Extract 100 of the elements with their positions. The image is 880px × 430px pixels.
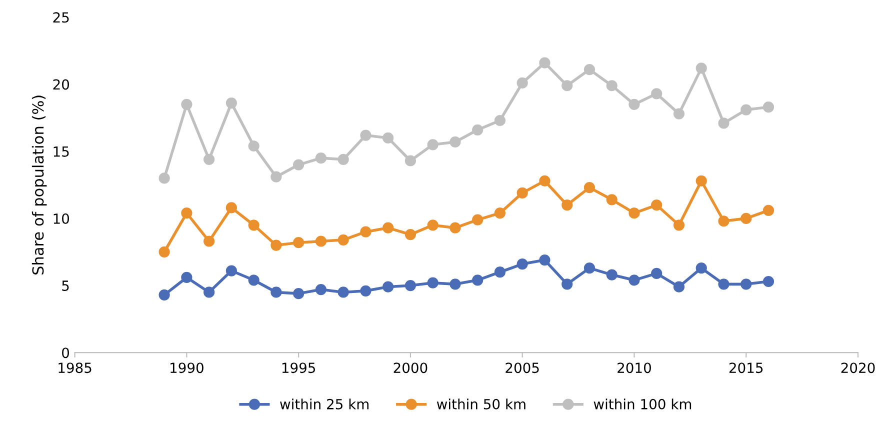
point — [181, 98, 192, 110]
point — [181, 272, 192, 284]
point — [382, 132, 394, 144]
point — [584, 64, 596, 76]
y-tick-label: 5 — [62, 280, 69, 291]
point — [204, 154, 215, 165]
point — [516, 258, 528, 270]
point — [584, 182, 596, 194]
point — [494, 114, 506, 126]
point — [494, 208, 506, 219]
point — [450, 136, 461, 148]
point — [293, 237, 304, 248]
point — [762, 102, 774, 113]
point — [382, 281, 394, 292]
point — [516, 187, 528, 199]
point — [270, 171, 282, 182]
point — [718, 278, 730, 290]
y-tick-label: 15 — [54, 146, 69, 157]
point — [562, 278, 573, 290]
point — [226, 202, 237, 214]
point — [696, 262, 707, 274]
point — [539, 254, 550, 266]
point — [740, 104, 752, 116]
point — [628, 208, 640, 219]
point — [651, 199, 662, 211]
point — [628, 274, 640, 286]
point — [472, 214, 484, 226]
point — [606, 269, 618, 280]
point — [696, 62, 707, 74]
point — [472, 124, 484, 136]
legend-label: within 50 km — [436, 398, 526, 410]
point — [606, 80, 618, 92]
point — [404, 280, 416, 292]
legend-label: within 25 km — [280, 398, 368, 410]
y-axis-title: Share of population (%) — [32, 96, 47, 274]
point — [270, 240, 282, 251]
point — [762, 204, 774, 216]
y-tick-label: 10 — [54, 213, 70, 224]
y-tick-label: 0 — [62, 348, 70, 358]
point — [382, 222, 394, 234]
point — [404, 155, 416, 166]
point — [740, 212, 752, 224]
point — [696, 175, 707, 186]
point — [472, 274, 484, 286]
point — [248, 140, 260, 152]
point — [226, 98, 237, 109]
x-tick-label: 2000 — [394, 362, 428, 374]
x-tick-label: 1995 — [282, 362, 316, 374]
point — [315, 236, 327, 247]
point — [427, 139, 438, 150]
point — [718, 216, 730, 227]
point — [539, 57, 550, 68]
legend-label: within 100 km — [594, 398, 692, 410]
point — [450, 222, 461, 234]
point — [494, 266, 506, 278]
point — [338, 154, 349, 165]
point — [562, 80, 573, 92]
point — [158, 172, 170, 184]
point — [427, 220, 438, 231]
point — [360, 285, 372, 296]
point — [204, 236, 215, 247]
point — [293, 159, 304, 170]
point — [762, 276, 774, 288]
y-tick-label: 25 — [53, 12, 69, 23]
point — [427, 277, 438, 288]
point — [204, 286, 215, 298]
point — [270, 286, 282, 298]
point — [516, 77, 528, 88]
x-tick-label: 2010 — [618, 362, 651, 374]
point — [248, 220, 260, 231]
point — [158, 246, 170, 258]
point — [338, 286, 349, 298]
point — [651, 88, 662, 100]
point — [673, 108, 685, 120]
point — [562, 199, 573, 211]
point — [158, 289, 170, 300]
point — [539, 175, 550, 186]
point — [718, 118, 730, 129]
point — [338, 234, 349, 246]
point — [606, 194, 618, 206]
y-tick-label: 20 — [53, 79, 70, 90]
point — [740, 278, 752, 290]
point — [360, 226, 372, 238]
point — [450, 278, 461, 290]
point — [673, 281, 685, 292]
point — [673, 220, 685, 231]
x-tick-label: 1985 — [58, 362, 92, 374]
point — [404, 228, 416, 240]
x-tick-label: 2020 — [841, 362, 875, 374]
point — [628, 98, 640, 110]
point — [584, 262, 596, 274]
point — [293, 288, 304, 300]
point — [248, 274, 260, 286]
point — [315, 152, 327, 164]
x-tick-label: 2015 — [729, 362, 763, 374]
x-tick-label: 1990 — [170, 362, 204, 374]
point — [360, 130, 372, 141]
point — [181, 208, 192, 219]
point — [315, 284, 327, 296]
point — [226, 265, 237, 276]
